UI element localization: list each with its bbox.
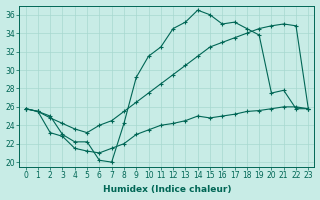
X-axis label: Humidex (Indice chaleur): Humidex (Indice chaleur) xyxy=(103,185,231,194)
